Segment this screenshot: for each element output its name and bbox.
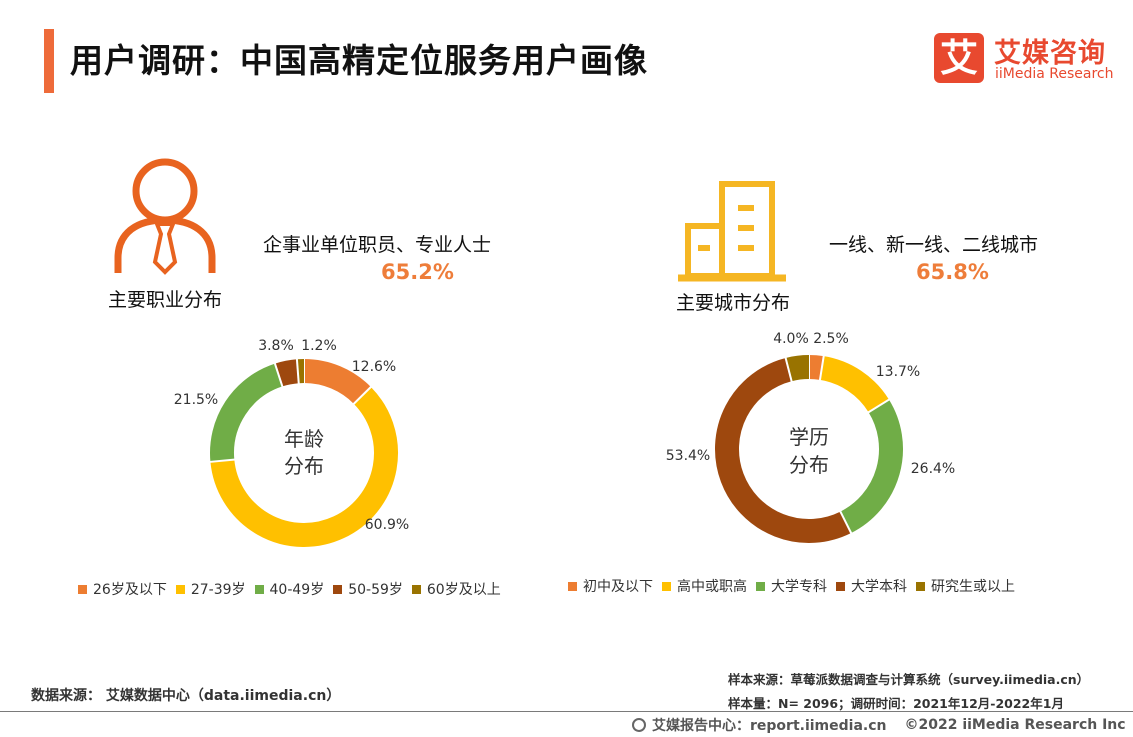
occupation-label: 企事业单位职员、专业人士 [263,234,492,256]
donut-segment-0-1 [210,386,398,547]
footer-bar: 艾媒报告中心：report.iimedia.cn ©2022 iiMedia R… [632,715,1126,735]
legend-swatch [175,584,185,594]
legend-item: 大学本科 [836,576,907,596]
donut-separator [867,398,891,414]
legend-swatch [756,581,765,591]
legend-label: 26岁及以下 [93,582,167,598]
legend-label: 40-49岁 [269,582,325,598]
data-label: 21.5% [174,392,218,408]
sample-source: 样本来源：草莓派数据调查与计算系统（survey.iimedia.cn） [728,672,1090,687]
city-value: 65.8% [916,260,989,284]
legend-label: 大学本科 [851,579,907,595]
legend-swatch [411,584,421,594]
donut-center-label: 年龄 [284,427,324,451]
donut-segment-1-3 [715,357,852,543]
person-icon [114,158,216,275]
donut-segment-0-3 [274,359,300,387]
legend-swatch [333,584,343,594]
age-legend: 26岁及以下 27-39岁 40-49岁 50-59岁 60岁及以上 [78,579,510,599]
donut-center-label: 学历 [789,425,829,449]
legend-swatch [254,584,264,594]
data-label: 12.6% [352,359,396,375]
data-label: 26.4% [911,461,955,477]
legend-label: 高中或职高 [677,579,747,595]
data-label: 2.5% [813,331,849,347]
donut-segment-0-0 [303,359,371,405]
donut-segment-0-2 [210,363,283,462]
data-label: 3.8% [258,338,294,354]
legend-item: 初中及以下 [568,576,653,596]
occupation-caption: 主要职业分布 [108,289,223,311]
legend-item: 50-59岁 [333,579,403,599]
legend-swatch [78,584,87,594]
report-center: 艾媒报告中心：report.iimedia.cn [652,718,887,734]
legend-item: 60岁及以上 [411,579,501,599]
sample-size: 样本量：N= 2096；调研时间：2021年12月-2022年1月 [728,696,1064,711]
legend-label: 50-59岁 [348,582,403,598]
globe-icon [632,718,646,732]
data-label: 4.0% [773,331,809,347]
legend-swatch [662,581,671,591]
legend-label: 27-39岁 [190,582,246,598]
donut-separator [839,510,853,535]
data-source: 数据来源： 艾媒数据中心（data.iimedia.cn） [31,688,341,704]
legend-item: 研究生或以上 [916,576,1015,596]
donut-separator [295,358,300,385]
legend-swatch [836,581,845,591]
legend-item: 40-49岁 [254,579,325,599]
data-label: 1.2% [301,338,337,354]
footer-divider [0,711,1133,712]
legend-swatch [916,581,925,591]
city-label: 一线、新一线、二线城市 [829,234,1039,256]
donut-separator [784,356,793,383]
city-caption: 主要城市分布 [676,292,791,314]
logo-cn-text: 艾媒咨询 [994,38,1106,69]
page-title: 用户调研：中国高精定位服务用户画像 [70,41,648,80]
legend-item: 27-39岁 [175,579,246,599]
donut-segment-1-1 [819,356,889,413]
donut-separator [209,458,236,463]
legend-label: 60岁及以上 [426,582,501,598]
iimedia-logo: 艾 艾媒咨询 iiMedia Research [934,31,1114,87]
logo-en-text: iiMedia Research [995,66,1114,82]
occupation-value: 65.2% [381,260,454,284]
legend-swatch [568,581,577,591]
building-icon [678,181,786,282]
donut-center-label: 分布 [284,454,324,478]
data-label: 60.9% [365,517,409,533]
donut-separator [273,362,284,388]
title-accent-bar [44,29,54,93]
data-label: 53.4% [666,448,710,464]
education-legend: 初中及以下 高中或职高 大学专科 大学本科 研究生或以上 [568,576,1024,596]
donut-separator [352,385,373,406]
donut-center-label: 分布 [789,453,829,477]
donut-segment-1-2 [840,399,903,534]
legend-label: 大学专科 [771,579,827,595]
legend-label: 初中及以下 [583,579,653,595]
legend-item: 高中或职高 [662,576,747,596]
donut-segment-1-0 [808,355,824,380]
copyright: ©2022 iiMedia Research Inc [904,717,1126,733]
legend-label: 研究生或以上 [931,579,1015,595]
legend-item: 26岁及以下 [78,579,167,599]
legend-item: 大学专科 [756,576,827,596]
data-label: 13.7% [876,364,920,380]
donut-separator [818,355,825,382]
donut-segment-1-4 [785,355,810,382]
logo-mark: 艾 [934,33,984,83]
